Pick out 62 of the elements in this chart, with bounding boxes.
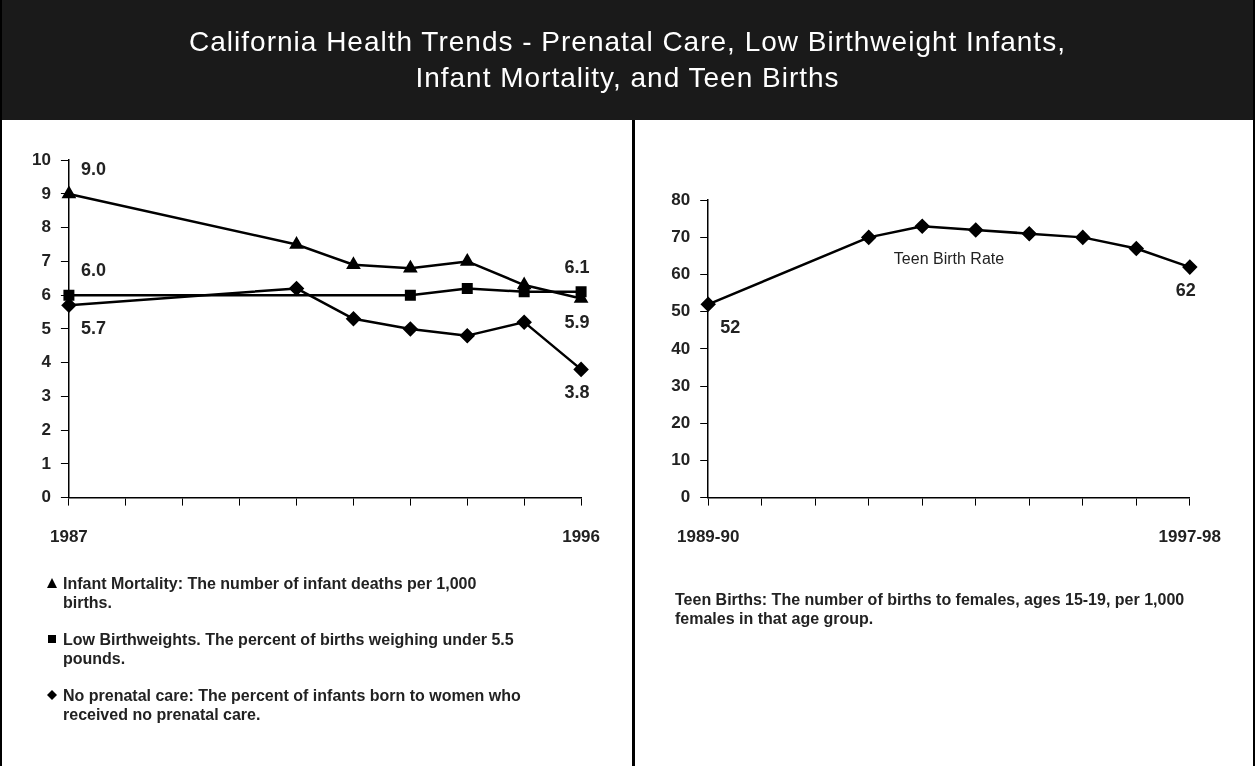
data-label: 5.7: [80, 318, 106, 339]
y-tick-label: 70: [671, 227, 691, 247]
y-tick-label: 20: [671, 412, 691, 432]
point: [63, 289, 75, 301]
y-tick-label: 80: [671, 189, 691, 209]
point: [460, 328, 475, 343]
data-label: 52: [720, 317, 741, 338]
x-tick-label: 1997-98: [1158, 527, 1221, 547]
y-tick-label: 6: [41, 284, 51, 304]
data-label: 6.1: [564, 256, 590, 277]
x-tick-label: 1989-90: [677, 527, 740, 547]
point: [968, 222, 984, 238]
data-label: 6.0: [80, 260, 106, 281]
point: [573, 362, 589, 377]
legend-label: Low Birthweights. The percent of births weighing under 5.5 pounds.: [63, 630, 515, 668]
point: [461, 282, 473, 294]
y-tick-label: 9: [41, 183, 51, 203]
y-tick-label: 60: [671, 264, 691, 284]
legend-label: No prenatal care: The percent of infants born to women who received no prenatal care.: [63, 686, 522, 724]
y-tick-label: 7: [41, 251, 51, 271]
y-tick-label: 0: [680, 487, 691, 507]
y-tick-label: 5: [41, 318, 51, 338]
y-tick-label: 1: [41, 453, 51, 473]
legend-label: Infant Mortality: The number of infant deaths per 1,000 births.: [63, 574, 478, 612]
data-label: 62: [1175, 280, 1196, 301]
point: [861, 230, 876, 245]
y-tick-label: 50: [671, 301, 691, 321]
point: [1182, 259, 1198, 275]
point: [347, 257, 360, 270]
data-label: 5.9: [564, 311, 590, 332]
point: [403, 321, 418, 337]
point: [1022, 226, 1037, 241]
y-tick-label: 4: [41, 352, 52, 372]
data-label: 3.8: [564, 382, 590, 403]
series-label: Teen Birth Rate: [893, 250, 1005, 268]
point: [61, 298, 77, 313]
y-tick-label: 10: [31, 149, 51, 169]
x-tick-label: 1996: [562, 527, 600, 547]
point: [1129, 241, 1144, 256]
point: [516, 314, 532, 330]
y-tick-label: 3: [41, 386, 51, 406]
point: [290, 237, 303, 249]
point: [346, 311, 361, 327]
point: [403, 260, 417, 273]
y-tick-label: 10: [671, 450, 691, 470]
point: [700, 297, 716, 312]
text: Teen Births: The number of births to females, ages 15-19, per 1,000 females in that age group.: [675, 590, 1186, 628]
point: [289, 281, 304, 296]
y-tick-label: 0: [41, 487, 51, 507]
x-tick-label: 1987: [50, 527, 88, 547]
data-label: 9.0: [80, 158, 106, 179]
point: [517, 277, 531, 290]
y-tick-label: 8: [41, 217, 51, 237]
y-tick-label: 40: [671, 338, 691, 358]
chart-title: California Health Trends - Prenatal Care, Low Birthweight Infants, Infant Mortality, and Teen Births: [2, 0, 1253, 120]
point: [460, 254, 474, 266]
point: [1075, 230, 1091, 245]
point: [914, 218, 930, 234]
point: [404, 289, 416, 301]
point: [62, 186, 76, 199]
y-tick-label: 2: [41, 419, 51, 439]
y-tick-label: 30: [671, 375, 691, 395]
